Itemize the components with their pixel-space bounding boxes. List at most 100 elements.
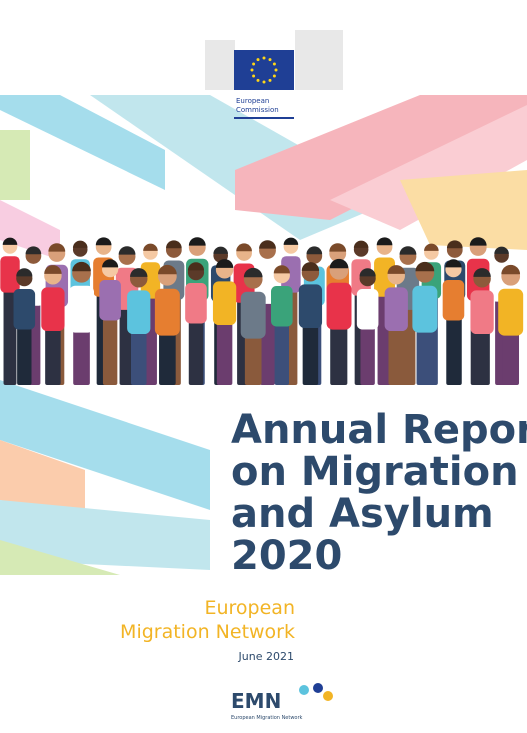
person-hair	[399, 246, 417, 255]
star	[268, 78, 272, 82]
star	[252, 74, 256, 78]
person-hair	[48, 243, 66, 252]
person-hair	[215, 259, 234, 268]
person-body	[326, 282, 352, 330]
person-hair	[102, 259, 119, 268]
person-body	[69, 285, 95, 333]
person-hair	[187, 262, 205, 271]
person-hair	[130, 268, 148, 277]
star	[272, 74, 276, 78]
person-hair	[44, 265, 62, 274]
network-name: European	[204, 597, 295, 619]
person-hair	[501, 264, 521, 275]
person-legs	[130, 329, 147, 385]
person-body	[412, 285, 438, 333]
person-legs	[244, 333, 262, 385]
person-body	[127, 290, 151, 335]
person-legs	[45, 326, 61, 385]
ribbon	[0, 500, 210, 570]
title-line: and Asylum	[231, 491, 494, 537]
ribbon	[0, 95, 165, 190]
person-hair	[143, 243, 158, 251]
person-hair	[473, 268, 491, 277]
emn-figure	[313, 683, 323, 693]
person-legs	[330, 324, 348, 385]
person-hair	[243, 267, 263, 278]
person-hair	[16, 268, 33, 277]
person-hair	[166, 240, 182, 249]
logo-text: Commission	[236, 106, 279, 114]
person-legs	[17, 325, 32, 385]
person-hair	[283, 237, 299, 245]
person-body	[41, 287, 65, 332]
emn-logo: EMN European Migration Network	[231, 683, 333, 721]
person-hair	[494, 246, 509, 254]
ribbon	[400, 170, 527, 250]
person-hair	[25, 246, 42, 255]
person-body	[384, 287, 408, 332]
person-hair	[359, 268, 376, 277]
person-hair	[236, 243, 252, 252]
person-legs	[388, 326, 405, 385]
person-hair	[95, 237, 112, 246]
person-body	[0, 256, 20, 293]
person-body	[470, 290, 494, 335]
star	[274, 68, 278, 72]
person-legs	[360, 325, 375, 385]
title-line: 2020	[231, 533, 342, 579]
ec-logo: European Commission	[205, 30, 343, 119]
person-legs	[102, 316, 118, 385]
ribbon	[0, 440, 85, 520]
person-hair	[306, 246, 323, 255]
person-body	[281, 256, 301, 293]
star	[262, 56, 266, 60]
person-body	[99, 280, 121, 321]
person-legs	[474, 329, 490, 385]
stars	[250, 56, 278, 84]
people-illustration	[0, 237, 524, 385]
person-legs	[274, 322, 290, 385]
ribbon	[0, 380, 210, 510]
person-hair	[72, 240, 88, 248]
person-body	[356, 289, 379, 330]
building	[205, 40, 235, 90]
ribbons	[0, 95, 527, 575]
logo-rule	[234, 117, 294, 119]
person-hair	[387, 265, 405, 274]
person-hair	[72, 261, 91, 272]
person-legs	[302, 323, 319, 385]
person-body	[185, 283, 207, 324]
person-hair	[213, 246, 228, 254]
person-hair	[376, 237, 393, 246]
star	[256, 78, 260, 82]
network-name: Migration Network	[120, 621, 295, 643]
person-body	[13, 289, 36, 330]
star	[262, 80, 266, 84]
person-hair	[469, 237, 487, 246]
person-body	[374, 257, 396, 297]
person-legs	[502, 330, 520, 385]
person-legs	[3, 288, 17, 385]
ribbon	[330, 105, 527, 230]
title-line: on Migration	[231, 449, 519, 495]
emn-figure	[323, 691, 333, 701]
person-hair	[424, 243, 439, 251]
person-body	[154, 288, 180, 336]
ribbon	[235, 95, 527, 220]
person-body	[498, 288, 524, 336]
star	[250, 68, 254, 72]
person-hair	[329, 243, 347, 252]
star	[256, 58, 260, 62]
person-legs	[159, 330, 176, 385]
person-hair	[158, 264, 177, 275]
building	[295, 30, 343, 90]
logo-text: European	[236, 97, 269, 105]
title-line: Annual Report	[231, 407, 527, 453]
person-legs	[446, 316, 461, 385]
ribbon	[0, 130, 30, 200]
person-legs	[73, 327, 90, 385]
person-hair	[445, 259, 462, 268]
person-hair	[415, 261, 435, 272]
